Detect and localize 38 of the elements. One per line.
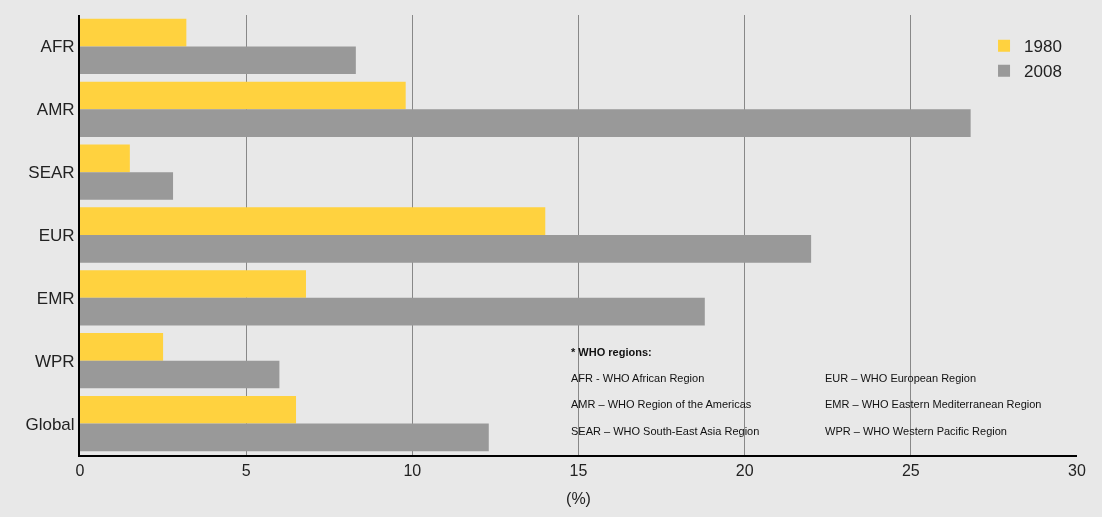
x-tick-label: 15: [569, 462, 588, 480]
legend-label: 1980: [1024, 37, 1062, 57]
bar: [80, 172, 174, 200]
y-tick-label: AMR: [36, 100, 75, 120]
x-axis-title: (%): [566, 490, 591, 508]
x-tick-label: 5: [241, 462, 251, 480]
bar: [80, 423, 489, 452]
annotation: AMR – WHO Region of the Americas: [571, 398, 752, 410]
annotation: EMR – WHO Eastern Mediterranean Region: [825, 398, 1042, 410]
bar: [80, 144, 130, 173]
bar: [80, 109, 971, 137]
bar: [80, 18, 187, 47]
y-tick-label: Global: [25, 414, 75, 434]
x-tick-label: 25: [901, 462, 920, 480]
bar: [80, 235, 812, 263]
annotation: EUR – WHO European Region: [825, 372, 977, 384]
bar: [80, 207, 546, 235]
x-tick-label: 30: [1068, 462, 1086, 480]
bar: [80, 360, 280, 389]
x-tick-label: 10: [403, 462, 422, 480]
y-tick-label: EUR: [38, 225, 75, 245]
y-tick-label: AFR: [40, 37, 75, 57]
annotation: SEAR – WHO South-East Asia Region: [571, 425, 760, 437]
y-tick-label: WPR: [34, 351, 75, 371]
y-tick-label: SEAR: [28, 163, 75, 183]
bar: [80, 270, 306, 298]
bar: [80, 46, 356, 75]
annotation: WPR – WHO Western Pacific Region: [825, 425, 1007, 437]
bar: [80, 395, 297, 424]
x-tick-label: 0: [75, 462, 85, 480]
y-tick-label: EMR: [36, 288, 75, 308]
x-tick-label: 20: [735, 462, 754, 480]
bar: [80, 81, 406, 110]
annotation: AFR - WHO African Region: [571, 372, 705, 384]
annotation: * WHO regions:: [571, 346, 652, 358]
bar: [80, 297, 705, 326]
legend-label: 2008: [1024, 62, 1062, 82]
bar: [80, 333, 164, 361]
